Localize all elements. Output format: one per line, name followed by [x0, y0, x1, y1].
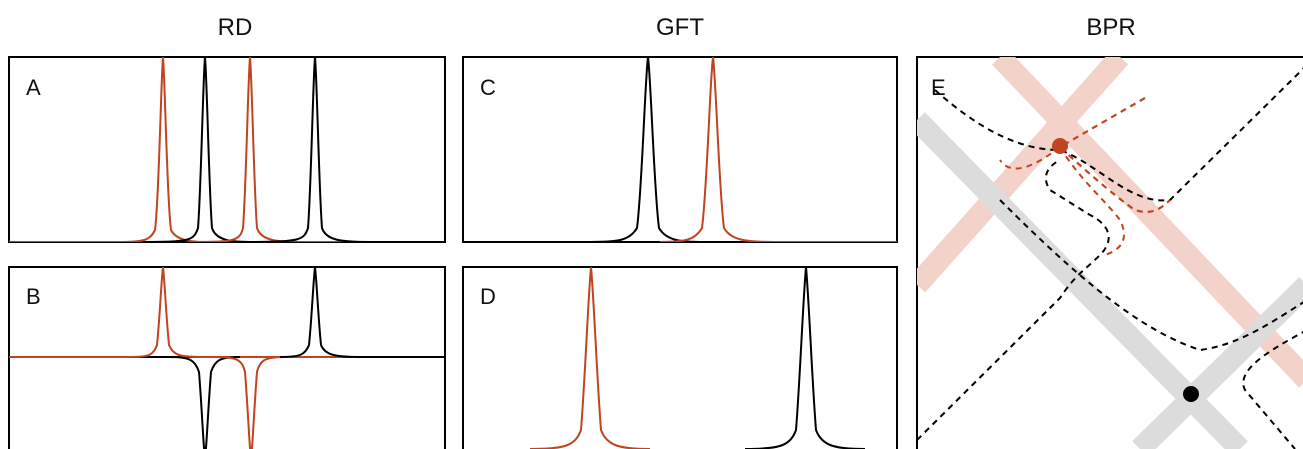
peak-d-red [529, 267, 651, 449]
band-gray-2 [1132, 277, 1303, 449]
panel-label-a: A [26, 75, 41, 100]
panel-label-b: B [26, 284, 41, 309]
panel-a-frame [8, 56, 446, 243]
column-title-gft: GFT [656, 14, 704, 41]
peak-c-black [463, 57, 701, 242]
panel-label-c: C [480, 75, 496, 100]
panel-d-frame [462, 266, 898, 449]
peak-c-red [659, 57, 897, 242]
peak-b-black-up [279, 267, 445, 358]
peak-a-black-2 [249, 57, 445, 242]
column-title-rd: RD [217, 14, 253, 41]
peak-a-red-2 [199, 57, 445, 242]
dashed-red-1 [1058, 97, 1171, 214]
peak-b-red-up [9, 267, 445, 358]
peak-b-black-down [169, 356, 241, 449]
panel-b-frame [8, 266, 446, 449]
dashed-path-2 [917, 159, 1110, 441]
panel-label-d: D [480, 284, 496, 309]
point-red [1052, 138, 1068, 154]
panel-label-e: E [931, 75, 946, 100]
dashed-path-4 [1242, 331, 1303, 449]
peak-a-red-1 [9, 57, 206, 242]
peak-d-black [744, 267, 866, 449]
peak-b-red-down [214, 356, 286, 449]
dashed-red-3 [1059, 146, 1125, 256]
band-red-1 [917, 57, 1129, 293]
dashed-path-1 [934, 67, 1303, 202]
point-black [1183, 386, 1199, 402]
column-title-bpr: BPR [1086, 14, 1136, 41]
panel-c-frame [462, 56, 898, 243]
peak-a-black-1 [149, 57, 251, 242]
